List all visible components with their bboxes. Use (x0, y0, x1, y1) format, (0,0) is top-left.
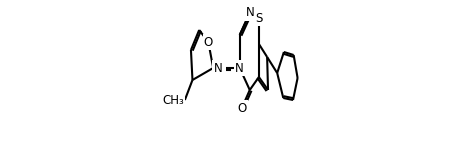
Text: S: S (255, 12, 262, 25)
Text: N: N (235, 61, 244, 75)
Text: CH₃: CH₃ (162, 93, 184, 106)
Text: N: N (213, 61, 222, 75)
Text: O: O (237, 102, 247, 114)
Text: O: O (204, 36, 213, 49)
Text: N: N (246, 7, 254, 19)
